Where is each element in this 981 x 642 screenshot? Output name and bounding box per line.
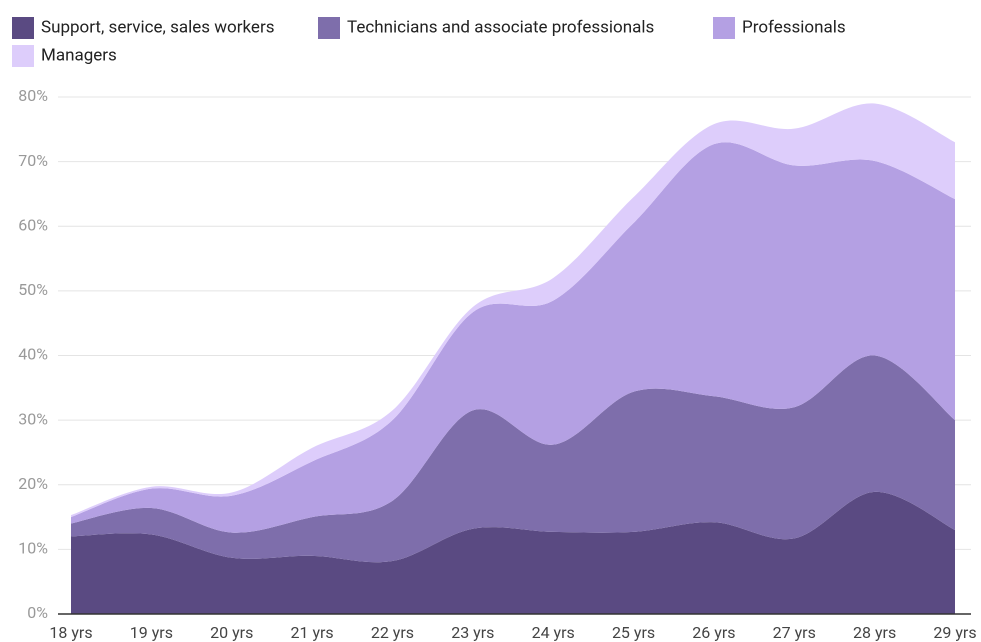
legend-swatch	[318, 17, 340, 39]
area	[71, 355, 955, 563]
x-tick-label: 20 yrs	[210, 623, 253, 642]
legend-swatch	[12, 17, 34, 39]
legend-label: Managers	[41, 45, 117, 65]
area	[71, 103, 955, 518]
y-tick-label: 20%	[18, 474, 48, 493]
legend-label: Professionals	[742, 17, 846, 37]
y-tick-label: 10%	[18, 539, 48, 558]
x-tick-label: 18 yrs	[49, 623, 92, 642]
x-tick-label: 26 yrs	[692, 623, 735, 642]
legend-swatch	[713, 17, 735, 39]
x-tick-label: 19 yrs	[130, 623, 173, 642]
y-tick-label: 60%	[18, 215, 48, 234]
x-tick-label: 21 yrs	[290, 623, 333, 642]
y-tick-label: 50%	[18, 280, 48, 299]
y-tick-label: 70%	[18, 151, 48, 170]
x-tick-label: 25 yrs	[612, 623, 655, 642]
x-tick-label: 28 yrs	[853, 623, 896, 642]
x-tick-label: 24 yrs	[532, 623, 575, 642]
legend-label: Technicians and associate professionals	[347, 17, 654, 37]
y-tick-label: 0%	[27, 603, 48, 622]
x-tick-label: 22 yrs	[371, 623, 414, 642]
x-tick-label: 29 yrs	[933, 623, 976, 642]
x-tick-label: 23 yrs	[451, 623, 494, 642]
y-tick-label: 80%	[18, 86, 48, 105]
area	[71, 142, 955, 533]
x-tick-label: 27 yrs	[773, 623, 816, 642]
y-tick-label: 40%	[18, 345, 48, 364]
area	[71, 491, 955, 614]
y-tick-label: 30%	[18, 409, 48, 428]
legend-swatch	[12, 45, 34, 67]
legend-label: Support, service, sales workers	[41, 17, 274, 37]
